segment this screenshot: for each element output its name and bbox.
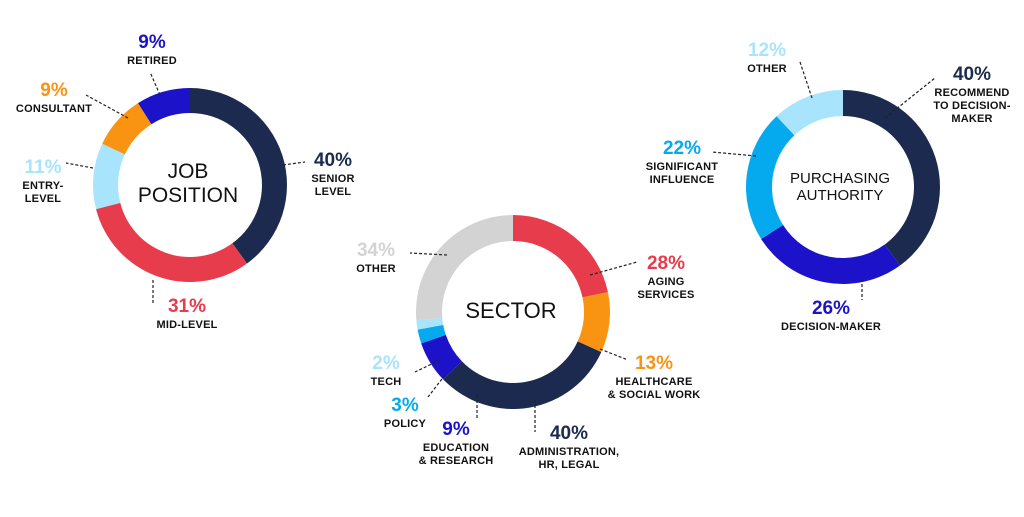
sector-leader-line-0 [589, 261, 638, 276]
job-entry-name: ENTRY- LEVEL [22, 179, 64, 205]
sector-slice-4 [417, 324, 446, 344]
job-slice-4 [138, 88, 190, 125]
purchasing-other-name: OTHER [747, 62, 787, 75]
sector-healthcare-label: 13% HEALTHCARE & SOCIAL WORK [595, 353, 713, 402]
job-mid-label: 31% MID-LEVEL [132, 296, 242, 332]
purchasing-decision-label: 26% DECISION-MAKER [766, 298, 896, 334]
sector-slice-2 [443, 341, 602, 409]
sector-other-name: OTHER [356, 262, 396, 275]
purchasing-slice-1 [761, 225, 901, 285]
purchasing-recommend-value: 40% [952, 64, 992, 85]
job-entry-label: 11% ENTRY- LEVEL [6, 157, 80, 206]
sector-slice-1 [577, 292, 610, 353]
purchasing-decision-name: DECISION-MAKER [781, 320, 881, 333]
job-mid-value: 31% [167, 296, 207, 317]
sector-policy-value: 3% [391, 395, 419, 416]
sector-education-label: 9% EDUCATION & RESEARCH [408, 419, 504, 468]
purchasing-influence-value: 22% [662, 138, 702, 159]
sector-admin-value: 40% [549, 423, 589, 444]
sector-admin-label: 40% ADMINISTRATION, HR, LEGAL [503, 423, 635, 472]
sector-tech-value: 2% [372, 353, 400, 374]
purchasing-other-label: 12% OTHER [734, 40, 800, 76]
sector-slice-0 [513, 215, 608, 298]
purchasing-influence-label: 22% SIGNIFICANT INFLUENCE [636, 138, 728, 187]
sector-leader-line-6 [409, 252, 448, 256]
sector-education-value: 9% [442, 419, 470, 440]
job-retired-name: RETIRED [127, 54, 177, 67]
job-retired-value: 9% [138, 32, 166, 53]
purchasing-other-value: 12% [747, 40, 787, 61]
sector-healthcare-value: 13% [634, 353, 674, 374]
purchasing-slice-3 [776, 90, 843, 136]
sector-tech-label: 2% TECH [358, 353, 414, 389]
sector-aging-value: 28% [646, 253, 686, 274]
job-slice-0 [190, 88, 287, 264]
purchasing-slice-2 [745, 116, 795, 239]
job-leader-line-0 [282, 161, 306, 166]
job-position-center-label: JOB POSITION [137, 160, 239, 208]
job-consultant-name: CONSULTANT [15, 102, 93, 115]
sector-admin-name: ADMINISTRATION, HR, LEGAL [518, 445, 620, 471]
sector-slice-6 [416, 215, 513, 321]
purchasing-leader-line-0 [884, 77, 936, 119]
job-slice-2 [93, 143, 125, 210]
sector-policy-name: POLICY [383, 417, 427, 430]
sector-aging-label: 28% AGING SERVICES [616, 253, 716, 302]
job-senior-value: 40% [313, 150, 353, 171]
job-leader-line-2 [65, 162, 94, 169]
sector-slice-3 [421, 334, 462, 380]
purchasing-decision-value: 26% [811, 298, 851, 319]
sector-tech-name: TECH [370, 375, 402, 388]
job-retired-label: 9% RETIRED [114, 32, 190, 68]
sector-center-label: SECTOR [465, 298, 557, 323]
job-leader-line-4 [149, 71, 161, 96]
purchasing-slice-0 [843, 90, 940, 266]
sector-policy-label: 3% POLICY [374, 395, 436, 431]
job-entry-value: 11% [24, 157, 62, 178]
job-consultant-label: 9% CONSULTANT [4, 80, 104, 116]
job-mid-name: MID-LEVEL [156, 318, 218, 331]
sector-other-label: 34% OTHER [344, 240, 408, 276]
job-consultant-value: 9% [40, 80, 68, 101]
job-senior-label: 40% SENIOR LEVEL [290, 150, 376, 199]
job-slice-1 [96, 202, 248, 282]
sector-other-value: 34% [356, 240, 396, 261]
job-leader-line-3 [85, 94, 129, 119]
job-slice-3 [102, 103, 152, 155]
purchasing-recommend-name: RECOMMEND TO DECISION- MAKER [933, 86, 1011, 126]
purchasing-leader-line-3 [799, 61, 813, 99]
job-senior-name: SENIOR LEVEL [311, 172, 355, 198]
sector-aging-name: AGING SERVICES [637, 275, 695, 301]
sector-education-name: EDUCATION & RESEARCH [418, 441, 494, 467]
sector-slice-5 [416, 318, 444, 330]
purchasing-center-label: PURCHASING AUTHORITY [789, 170, 890, 205]
purchasing-recommend-label: 40% RECOMMEND TO DECISION- MAKER [920, 64, 1024, 126]
purchasing-leader-line-2 [711, 151, 757, 157]
sector-healthcare-name: HEALTHCARE & SOCIAL WORK [607, 375, 701, 401]
sector-leader-line-1 [599, 348, 629, 361]
purchasing-influence-name: SIGNIFICANT INFLUENCE [645, 160, 719, 186]
